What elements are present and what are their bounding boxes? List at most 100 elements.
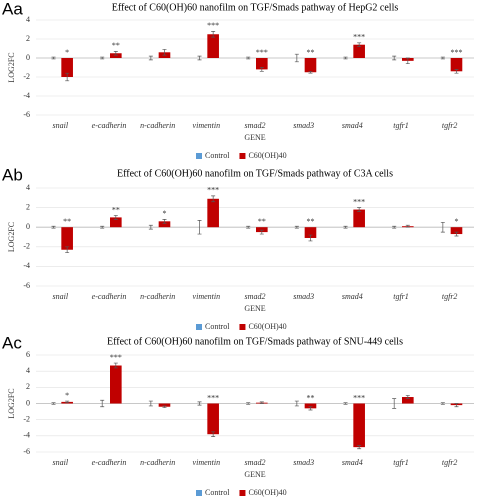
legend-swatch [239,153,246,159]
x-tick-label: snail [53,292,69,301]
error-bar [357,445,362,450]
x-axis-label: GENE [244,304,265,313]
bar [256,58,268,70]
x-tick-label: smad3 [293,292,314,301]
error-bar [162,219,167,224]
error-bar [405,57,410,65]
y-tick-label: 0 [26,398,30,407]
chart-title: Effect of C60(OH)60 nanofilm on TGF/Smad… [112,2,399,13]
x-tick-label: tgfr2 [442,292,458,301]
bar [158,221,171,228]
error-bar [100,225,105,229]
bar [450,227,463,235]
error-bar [246,402,251,405]
x-axis-label: GENE [244,133,265,142]
error-bar [392,55,397,61]
bar [207,198,219,228]
error-bar [405,395,410,399]
bar [353,209,365,228]
y-tick-label: 0 [26,53,30,62]
error-bar [357,207,362,212]
bar [304,58,317,73]
bar [402,397,414,404]
significance-label: * [65,391,69,400]
bar [110,217,122,228]
error-bar [440,221,445,233]
x-tick-label: n-cadherin [140,121,175,130]
error-bar [211,195,216,203]
error-bar [65,400,70,404]
significance-label: *** [256,48,268,57]
error-bar [405,224,410,228]
x-tick-label: snail [53,121,69,130]
y-tick-label: -4 [23,431,30,440]
error-bar [392,398,397,409]
y-tick-label: -6 [23,110,30,119]
error-bar [308,406,313,411]
significance-label: *** [353,33,365,42]
error-bar [65,72,70,82]
bar [207,34,219,58]
bar [158,403,171,407]
bar [304,227,317,238]
error-bar [294,225,299,229]
x-tick-label: tgfr1 [393,121,409,130]
error-bar [357,42,362,47]
error-bar [246,225,251,229]
y-tick-label: 4 [26,183,30,192]
error-bar [392,225,397,229]
error-bar [246,56,251,60]
error-bar [259,401,264,404]
error-bar [197,55,202,61]
legend-swatch [196,324,202,330]
error-bar [197,401,202,406]
y-tick-label: 0 [26,222,30,231]
bar [304,403,317,409]
error-bar [294,400,299,407]
error-bar [211,31,216,38]
y-tick-label: -2 [23,72,30,81]
error-bar [51,402,56,405]
bar [61,227,73,250]
significance-label: ** [112,41,120,50]
x-tick-label: tgfr1 [393,292,409,301]
error-bar [100,56,105,60]
x-tick-label: smad2 [245,292,266,301]
error-bar [211,431,216,437]
error-bar [162,49,167,56]
y-tick-label: -6 [23,447,30,456]
y-tick-label: -2 [23,242,30,251]
error-bar [197,219,202,235]
x-tick-label: smad2 [245,458,266,467]
significance-label: *** [450,48,462,57]
legend-swatch [239,324,246,330]
x-tick-label: tgfr1 [393,458,409,467]
significance-label: ** [112,205,120,214]
error-bar [51,225,56,229]
significance-label: *** [110,353,122,362]
error-bar [259,229,264,235]
error-bar [113,362,118,369]
error-bar [454,403,459,408]
x-tick-label: e-cadherin [92,458,127,467]
bar [110,53,122,58]
error-bar [343,56,348,60]
y-tick-label: -6 [23,281,30,290]
significance-label: ** [306,217,314,226]
significance-label: ** [306,48,314,57]
chart-title: Effect of C60(OH)60 nanofilm on TGF/Smad… [107,336,403,347]
legend-label: Control [205,151,230,160]
x-tick-label: smad4 [342,292,363,301]
y-axis-label: LOG2FC [7,388,16,418]
x-tick-label: vimentin [193,121,221,130]
legend-label: C60(OH)40 [248,151,286,160]
x-tick-label: snail [53,458,69,467]
error-bar [51,56,56,60]
error-bar [65,246,70,254]
error-bar [259,67,264,72]
significance-label: *** [207,393,219,402]
error-bar [343,225,348,229]
error-bar [148,55,153,61]
bar [207,403,219,435]
x-tick-label: smad3 [293,121,314,130]
